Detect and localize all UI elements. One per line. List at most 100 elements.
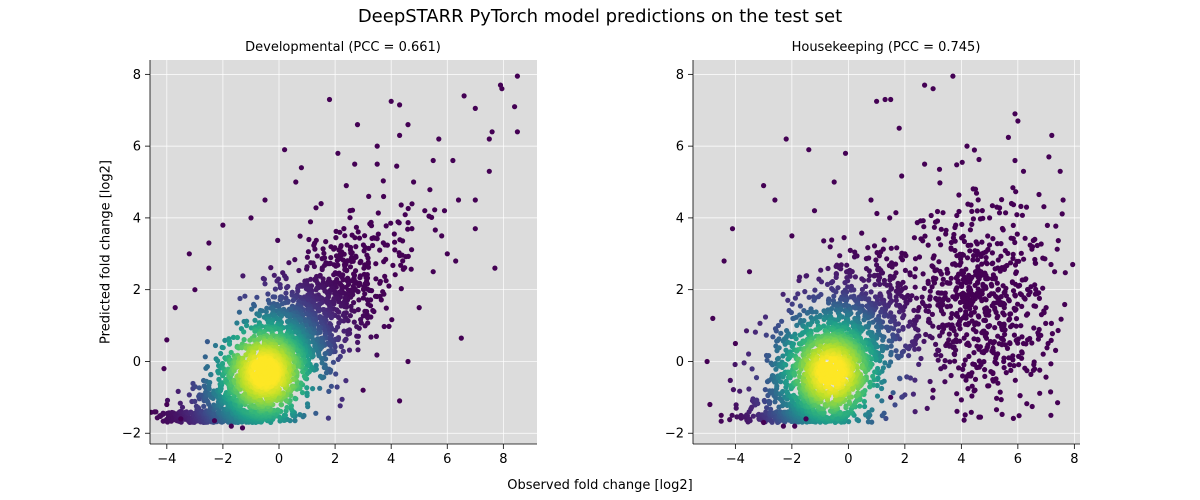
scatter-point [192,384,198,390]
scatter-point [386,283,392,289]
scatter-point [226,341,233,347]
scatter-point [336,320,342,326]
scatter-point [298,165,304,171]
scatter-point [397,237,403,243]
scatter-point [375,210,381,216]
scatter-point [323,370,330,376]
scatter-point [380,178,386,184]
scatter-point [134,411,139,416]
scatter-point [347,208,353,214]
scatter-point [249,306,255,312]
scatter-point [339,396,345,402]
scatter-point [283,290,289,296]
x-tick-label: −4 [157,452,176,467]
scatter-point [202,354,208,360]
scatter-point [178,416,184,422]
scatter-point [318,201,324,207]
scatter-point [381,193,387,200]
scatter-points [134,73,521,431]
scatter-point [275,237,281,243]
scatter-point [382,273,388,279]
scatter-point [272,286,278,292]
scatter-point [489,129,495,135]
scatter-point [323,299,329,305]
scatter-point [164,337,170,343]
scatter-point [382,242,388,248]
scatter-point [405,226,411,232]
scatter-point [328,383,334,389]
scatter-point [334,257,340,264]
x-tick-label: 2 [331,452,339,467]
scatter-point [409,226,415,232]
scatter-point [343,183,349,189]
scatter-point [277,285,283,291]
scatter-point [303,322,309,328]
figure-title: DeepSTARR PyTorch model predictions on t… [357,6,843,27]
scatter-point [164,401,170,408]
scatter-point [234,334,240,341]
scatter-point [398,202,404,208]
scatter-point [321,250,327,256]
scatter-point [282,147,288,153]
scatter-point [341,328,347,334]
scatter-point [244,322,250,329]
scatter-point [336,247,342,253]
scatter-point [247,337,253,343]
scatter-point [392,239,398,245]
scatter-point [377,247,383,253]
scatter-point [308,260,314,266]
scatter-point [319,360,325,366]
scatter-point [356,282,362,289]
y-tick-label: 2 [133,283,141,298]
scatter-point [373,261,379,267]
scatter-point [333,263,339,269]
scatter-point [277,297,283,303]
scatter-point [265,291,271,297]
scatter-point [290,297,296,303]
scatter-point [306,236,312,243]
scatter-point [270,294,276,300]
scatter-point [172,305,178,311]
scatter-point [432,207,438,213]
scatter-point [370,242,376,249]
scatter-point [362,233,368,239]
scatter-point [330,359,336,365]
scatter-point [453,258,459,264]
scatter-point [340,257,346,263]
scatter-point [360,295,366,301]
scatter-point [408,266,414,272]
scatter-point [304,266,310,272]
scatter-point [430,157,436,164]
scatter-point [311,263,317,270]
scatter-point [252,328,258,334]
scatter-point [321,364,327,371]
scatter-point [397,132,403,138]
scatter-point [352,161,358,167]
scatter-point [361,248,367,254]
y-tick-label: −2 [122,427,141,442]
scatter-point [242,293,248,299]
scatter-point [220,222,226,228]
scatter-point [342,337,348,344]
scatter-point [326,96,333,103]
scatter-point [499,86,505,92]
scatter-point [356,297,362,303]
scatter-point [262,281,268,287]
scatter-point [411,179,417,185]
scatter-point [381,291,387,297]
scatter-point [368,334,374,340]
scatter-point [373,333,379,339]
scatter-point [458,335,464,341]
scatter-point [365,315,371,321]
scatter-point [486,168,492,174]
scatter-point [305,249,311,255]
scatter-point [283,276,289,282]
x-tick-label: 0 [275,452,283,467]
scatter-point [292,257,298,263]
x-tick-label: 8 [499,452,507,467]
scatter-point [416,305,422,311]
scatter-point [316,308,322,314]
scatter-point [237,295,243,302]
scatter-point [361,265,367,271]
scatter-point [439,233,445,239]
